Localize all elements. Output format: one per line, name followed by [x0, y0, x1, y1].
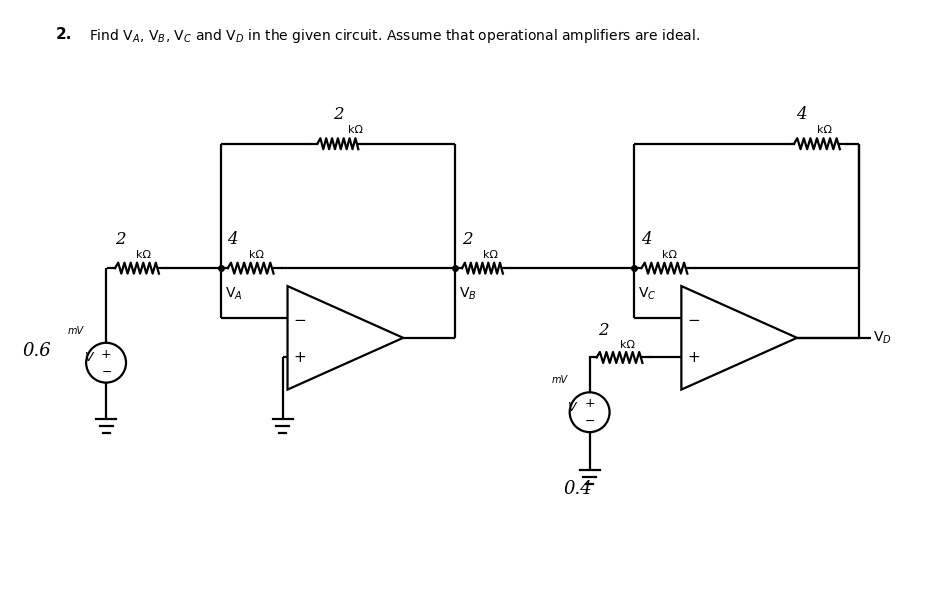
- Text: V$_C$: V$_C$: [638, 286, 657, 303]
- Text: kΩ: kΩ: [136, 250, 151, 260]
- Text: 4: 4: [796, 106, 806, 123]
- Text: kΩ: kΩ: [663, 250, 678, 260]
- Text: kΩ: kΩ: [620, 340, 635, 349]
- Text: kΩ: kΩ: [348, 125, 363, 135]
- Text: $+$: $+$: [687, 350, 700, 365]
- Text: Find V$_A$, V$_B$, V$_C$ and V$_D$ in the given circuit. Assume that operational: Find V$_A$, V$_B$, V$_C$ and V$_D$ in th…: [89, 28, 700, 45]
- Text: V$_A$: V$_A$: [225, 286, 242, 303]
- Text: 2: 2: [333, 106, 343, 123]
- Text: $-$: $-$: [584, 414, 596, 427]
- Text: $+$: $+$: [584, 397, 596, 410]
- Text: 4: 4: [227, 231, 238, 248]
- Text: mV: mV: [552, 376, 568, 385]
- Text: 4: 4: [641, 231, 651, 248]
- Text: 0.4: 0.4: [563, 480, 592, 498]
- Text: 2.: 2.: [56, 28, 73, 42]
- Text: 2: 2: [598, 322, 609, 338]
- Text: 0.6: 0.6: [22, 342, 51, 360]
- Text: $-$: $-$: [687, 310, 700, 326]
- Text: kΩ: kΩ: [483, 250, 498, 260]
- Text: $+$: $+$: [101, 348, 112, 361]
- Text: V$_B$: V$_B$: [459, 286, 477, 303]
- Text: $-$: $-$: [293, 310, 306, 326]
- Text: mV: mV: [68, 326, 84, 336]
- Text: kΩ: kΩ: [817, 125, 832, 135]
- Text: 2: 2: [115, 231, 125, 248]
- Text: 2: 2: [461, 231, 473, 248]
- Text: $-$: $-$: [101, 365, 112, 377]
- Text: V: V: [84, 351, 92, 364]
- Text: V: V: [568, 401, 576, 414]
- Text: V$_D$: V$_D$: [872, 329, 892, 346]
- Text: kΩ: kΩ: [249, 250, 264, 260]
- Text: $+$: $+$: [293, 350, 306, 365]
